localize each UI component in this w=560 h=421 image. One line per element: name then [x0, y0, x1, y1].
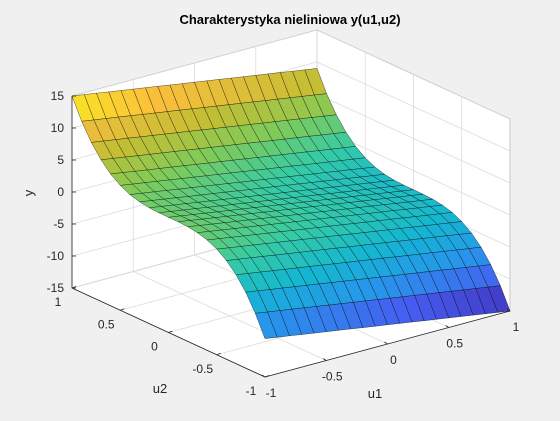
u1-tick — [323, 358, 327, 361]
u2-tick-label: 0 — [151, 340, 158, 354]
u2-tick — [168, 330, 173, 333]
u2-tick-label: -0.5 — [192, 362, 213, 376]
u1-tick-label: 0.5 — [446, 337, 463, 351]
z-tick-label: 15 — [51, 89, 65, 103]
surface-patch — [487, 285, 511, 313]
x-axis-label: u1 — [368, 386, 382, 401]
u1-tick — [506, 308, 511, 312]
y-axis-label: u2 — [153, 381, 167, 396]
u1-tick-label: -1 — [266, 386, 277, 400]
z-tick-label: -15 — [47, 281, 65, 295]
u1-tick — [384, 341, 388, 345]
u1-tick — [445, 325, 449, 328]
z-tick-label: 5 — [57, 153, 64, 167]
z-axis-label: y — [21, 189, 36, 196]
u1-tick-label: 1 — [513, 320, 520, 334]
u2-tick-label: -1 — [246, 384, 257, 398]
u2-tick — [264, 375, 270, 378]
u1-tick-label: -0.5 — [322, 370, 343, 384]
z-tick-label: 0 — [57, 185, 64, 199]
z-tick-label: -5 — [53, 217, 64, 231]
u2-tick-label: 1 — [55, 295, 62, 309]
chart-title: Charakterystyka nieliniowa y(u1,u2) — [179, 12, 400, 27]
u2-tick-label: 0.5 — [98, 317, 115, 331]
z-tick-label: -10 — [47, 249, 65, 263]
z-tick-label: 10 — [51, 121, 65, 135]
u1-tick-label: 0 — [390, 353, 397, 367]
u1-tick — [261, 374, 266, 378]
axes-ticks: -15 -10 -5 0 5 10 15 -1 -0.5 0 0.5 1 -1 -0.5 0 0.5 1 — [47, 89, 520, 400]
u2-tick — [120, 308, 125, 311]
u2-tick — [216, 352, 221, 356]
surface-plot — [71, 68, 511, 339]
u2-tick — [71, 286, 77, 289]
